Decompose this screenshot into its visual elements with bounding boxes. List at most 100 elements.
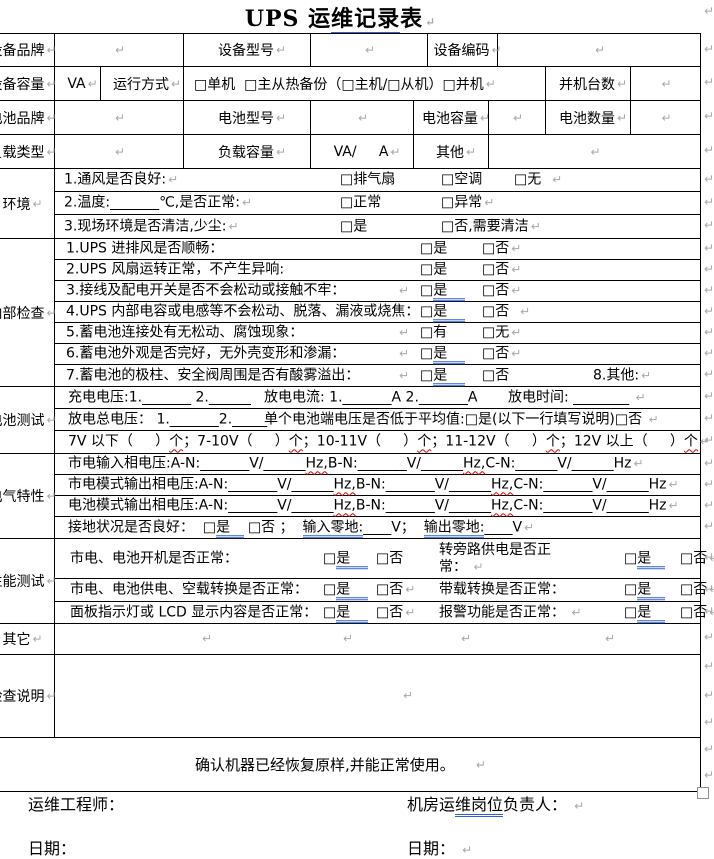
pilcrow-icon: ↵ bbox=[605, 631, 616, 646]
row-text: ↵ bbox=[397, 345, 409, 363]
pilcrow-icon: ↵ bbox=[46, 489, 57, 503]
text-run: 电池品牌 bbox=[0, 110, 45, 127]
checkbox-glyph: □是 bbox=[420, 261, 448, 278]
row-text: □否↵ bbox=[680, 604, 714, 622]
text-run: 充电电压:1._______ 2.______ bbox=[68, 388, 251, 405]
text-run: ____V； bbox=[363, 518, 424, 535]
text-run: Hz, bbox=[333, 476, 356, 493]
section-label: 性能测试↵ bbox=[0, 539, 57, 623]
pilcrow-icon: ↵ bbox=[524, 519, 535, 534]
table-row: 1.UPS 进排风是否顺畅： □是 □否 ↵ bbox=[55, 239, 700, 260]
table-cell: ↵ bbox=[55, 34, 184, 66]
pilcrow-icon: ↵ bbox=[390, 144, 401, 159]
text-run bbox=[455, 756, 474, 774]
checkbox-glyph: □否 bbox=[482, 345, 510, 362]
text-run: 是 bbox=[433, 282, 466, 302]
pilcrow-icon: ↵ bbox=[552, 172, 563, 187]
checkbox-glyph: □否 bbox=[376, 549, 404, 566]
checkbox-glyph: □ bbox=[420, 366, 434, 383]
pilcrow-icon: ↵ bbox=[704, 433, 714, 447]
table-cell: VA/ A ↵ bbox=[311, 135, 414, 168]
pilcrow-icon: ↵ bbox=[704, 366, 714, 381]
section-rows: 1.通风是否良好: ↵ □排气扇 □空调 □无 ↵ 2.温度:_______℃,是否正常:… bbox=[55, 169, 700, 238]
checkbox-glyph: □ bbox=[323, 549, 337, 566]
checkbox-glyph: □否 ； bbox=[243, 518, 303, 535]
table-cell: ↵ bbox=[311, 34, 428, 66]
row-text: □是 bbox=[323, 549, 369, 569]
pilcrow-icon: ↵ bbox=[699, 434, 710, 449]
text-run: Hz, bbox=[491, 497, 514, 514]
checkbox-glyph: □ bbox=[323, 603, 337, 620]
pilcrow-icon: ↵ bbox=[228, 218, 239, 233]
table-section: 环境 ↵ 1.通风是否良好: ↵ □排气扇 □空调 □无 ↵ 2.温度:_______℃,是否… bbox=[0, 169, 700, 239]
table-row: 市电输入相电压:A-N:_______V/______Hz,B-N:______… bbox=[55, 454, 700, 475]
pilcrow-icon: ↵ bbox=[46, 144, 57, 159]
row-text: 单个电池端电压是否低于平均值:□是(以下一行填写说明)□否 ↵ bbox=[264, 411, 659, 429]
checkbox-glyph: □单机 □主从热备份（□主机/□从机）□并机 bbox=[194, 76, 484, 93]
text-run: C-N:______V/______Hz bbox=[485, 455, 632, 472]
pilcrow-icon: ↵ bbox=[511, 241, 522, 256]
row-text: □是 bbox=[624, 549, 665, 569]
row-text: 报警功能是否正常： ↵ bbox=[439, 604, 582, 622]
row-text: 带载转换是否正常： bbox=[439, 581, 565, 599]
row-text: 1.UPS 进排风是否顺畅： bbox=[66, 240, 223, 258]
pilcrow-icon: ↵ bbox=[46, 574, 57, 588]
text-run: Hz, bbox=[333, 497, 356, 514]
text-run: 个 bbox=[683, 433, 698, 450]
checkbox-glyph: □ bbox=[420, 345, 434, 362]
row-text: ↵ bbox=[459, 630, 471, 648]
table-cell: 电池品牌↵ bbox=[0, 101, 57, 134]
checkbox-glyph: □否,需要清洁 bbox=[441, 217, 529, 234]
text-run: Hz, bbox=[491, 476, 514, 493]
text-run: 7V 以下（ ） bbox=[68, 433, 170, 450]
text-run: 个 bbox=[288, 433, 303, 450]
table-section: 内部检查↵1.UPS 进排风是否顺畅：□是□否↵2.UPS 风扇运转正常，不产生… bbox=[0, 239, 700, 387]
pilcrow-icon: ↵ bbox=[485, 76, 496, 91]
text-run: C-N:_______V/______Hz bbox=[513, 476, 667, 493]
pilcrow-icon: ↵ bbox=[168, 172, 179, 187]
pilcrow-icon: ↵ bbox=[46, 76, 57, 91]
row-text: 2.UPS 风扇运转正常，不产生异响: bbox=[66, 261, 284, 279]
pilcrow-icon: ↵ bbox=[511, 283, 522, 298]
text-run bbox=[642, 411, 646, 427]
table-cell: ↵ bbox=[489, 135, 700, 168]
row-text: □是 bbox=[420, 282, 466, 302]
pilcrow-icon: ↵ bbox=[32, 196, 43, 211]
pilcrow-icon: ↵ bbox=[704, 143, 714, 157]
table-row: 电池品牌↵↵电池型号↵↵电池容量↵↵电池数量↵↵ bbox=[0, 101, 700, 135]
row-text: □是 bbox=[420, 240, 447, 258]
row-text: □否↵ bbox=[680, 550, 714, 568]
table-section: 电气特性↵市电输入相电压:A-N:_______V/______Hz,B-N:_… bbox=[0, 454, 700, 539]
row-text: ↵ bbox=[341, 630, 353, 648]
section-label: 内部检查↵ bbox=[0, 239, 57, 386]
pilcrow-icon: ↵ bbox=[399, 283, 410, 298]
pilcrow-icon: ↵ bbox=[704, 389, 714, 403]
text-run: 输出零地: bbox=[423, 518, 485, 538]
text-run: B-N:_______V/______ bbox=[327, 455, 463, 472]
text-run: 电池数量 bbox=[559, 110, 615, 127]
text-run: 3.接线及配电开关是否不会松动或接触不牢： bbox=[66, 282, 346, 299]
text-run: 带载转换是否正常： bbox=[439, 581, 565, 598]
text-run: 5.蓄电池连接处有无松动、腐蚀现象： bbox=[66, 324, 304, 341]
text-run: ；11-12V（ ） bbox=[431, 433, 546, 450]
text-run bbox=[541, 171, 550, 187]
text-run: 放电时间: ________ bbox=[508, 388, 630, 405]
text-run: 是 bbox=[336, 603, 369, 623]
row-text: □排气扇 bbox=[340, 171, 395, 189]
text-run: 是 bbox=[433, 345, 466, 365]
row-text: 放电电流: 1._______A 2._______A bbox=[264, 389, 478, 407]
pilcrow-icon: ↵ bbox=[405, 604, 416, 619]
row-text: 5.蓄电池连接处有无松动、腐蚀现象： bbox=[66, 324, 303, 342]
text-run: 维记录 bbox=[331, 6, 401, 35]
text-run: 6.蓄电池外观是否完好，无外壳变形和渗漏： bbox=[66, 345, 346, 362]
engineer-signature-label: 运维工程师： bbox=[28, 795, 125, 814]
row-text: 3.接线及配电开关是否不会松动或接触不牢： bbox=[66, 282, 345, 300]
text-run: ；12V 以上（ ） bbox=[559, 433, 684, 450]
pilcrow-icon: ↵ bbox=[276, 110, 287, 125]
table-row: 面板指示灯或 LCD 显示内容是否正常： □是 □否 ↵ 报警功能是否正常： ↵ □是 … bbox=[55, 602, 714, 623]
row-text: □否↵ bbox=[376, 581, 415, 599]
checkbox-glyph: □ bbox=[420, 303, 434, 320]
row-text: □否 bbox=[482, 367, 509, 385]
pilcrow-icon: ↵ bbox=[241, 195, 253, 210]
pilcrow-icon: ↵ bbox=[46, 305, 57, 320]
